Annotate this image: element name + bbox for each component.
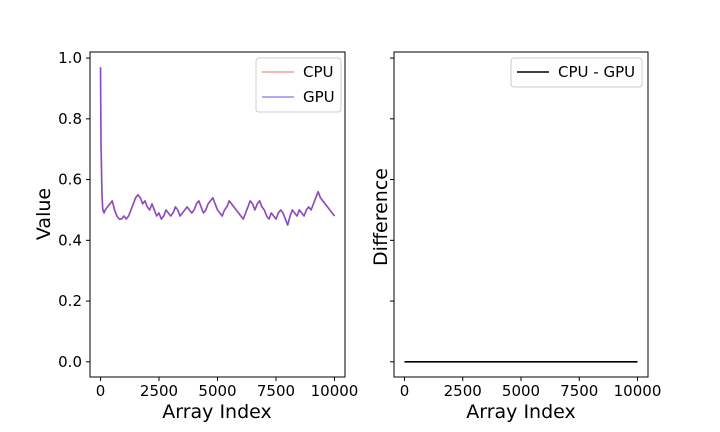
x-tick-label: 7500	[257, 382, 295, 400]
right-x-axis-label: Array Index	[466, 401, 576, 423]
x-tick-label: 7500	[560, 382, 598, 400]
right-plot-frame	[393, 51, 649, 378]
left-x-axis-label: Array Index	[162, 401, 272, 423]
x-tick-label: 10000	[311, 382, 359, 400]
right-legend: CPU - GPU	[510, 57, 643, 88]
right-plot-panel: 0 2500 5000 7500 10000 Array Index Differenc…	[370, 51, 662, 423]
y-tick-label: 0.8	[58, 110, 82, 128]
x-tick-label: 5000	[502, 382, 540, 400]
legend-label: GPU	[303, 88, 335, 106]
left-y-axis-label: Value	[33, 188, 55, 240]
series-line-gpu	[99, 67, 336, 226]
y-tick-label: 0.4	[58, 231, 82, 249]
legend-label: CPU - GPU	[558, 63, 635, 81]
y-tick-label: 0.0	[58, 353, 82, 371]
x-tick-label: 0	[400, 382, 410, 400]
left-plot-panel: 0 2500 5000 7500 10000 0.0 0.2 0.4 0.6 0.8 1.0 Ar…	[33, 49, 358, 423]
x-tick-label: 2500	[444, 382, 482, 400]
left-legend: CPU GPU	[255, 57, 342, 113]
x-tick-label: 2500	[140, 382, 178, 400]
right-x-ticks: 0 2500 5000 7500 10000	[400, 377, 662, 400]
left-series	[99, 67, 336, 226]
y-tick-label: 1.0	[58, 49, 82, 67]
legend-box	[510, 57, 643, 88]
left-x-ticks: 0 2500 5000 7500 10000	[96, 377, 359, 400]
legend-label: CPU	[303, 63, 334, 81]
x-tick-label: 0	[96, 382, 106, 400]
right-y-ticks	[390, 57, 394, 363]
left-y-ticks: 0.0 0.2 0.4 0.6 0.8 1.0	[58, 49, 90, 371]
y-tick-label: 0.6	[58, 171, 82, 189]
x-tick-label: 10000	[614, 382, 662, 400]
x-tick-label: 5000	[198, 382, 236, 400]
right-y-axis-label: Difference	[370, 168, 392, 266]
y-tick-label: 0.2	[58, 292, 82, 310]
